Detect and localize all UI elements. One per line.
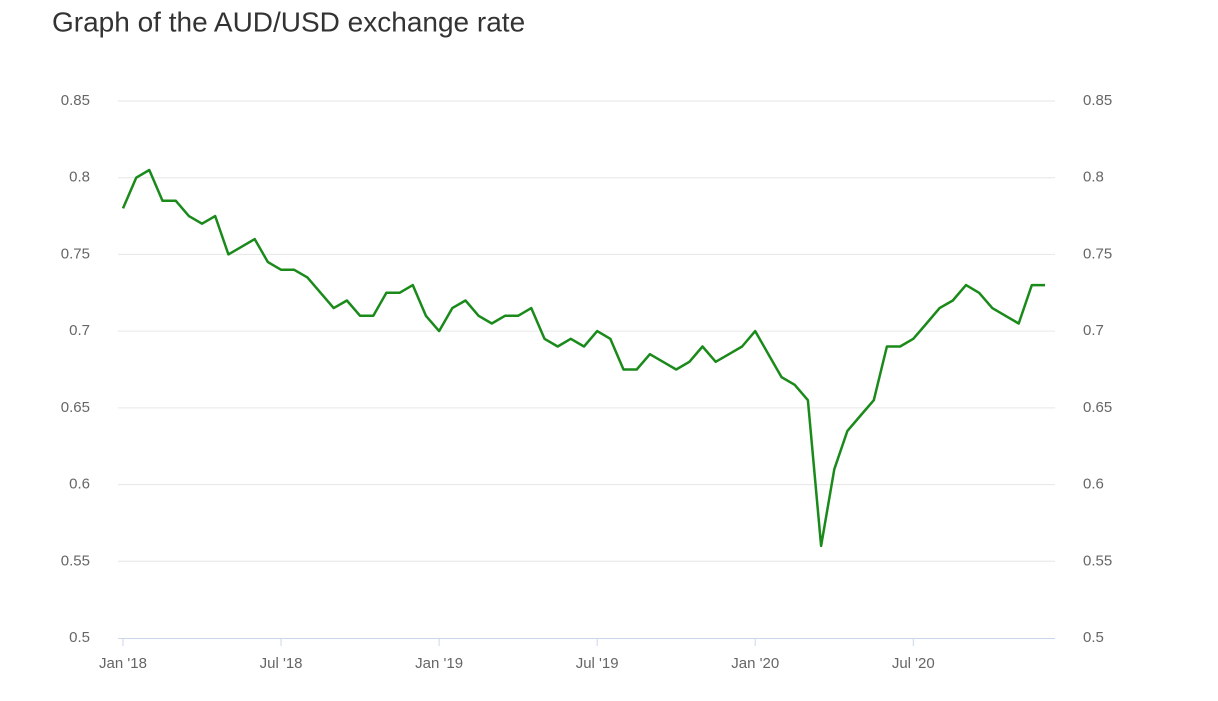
- y2-tick-label: 0.65: [1083, 399, 1112, 416]
- data-line: [121, 168, 1045, 548]
- x-tick-label: Jul '20: [892, 655, 935, 672]
- y2-tick-label: 0.85: [1083, 92, 1112, 109]
- y2-tick-label: 0.8: [1083, 169, 1104, 186]
- x-tick-label: Jul '18: [260, 655, 303, 672]
- y-tick-label: 0.65: [61, 399, 90, 416]
- y-tick-label: 0.55: [61, 552, 90, 569]
- y-tick-label: 0.75: [61, 245, 90, 262]
- y2-tick-label: 0.6: [1083, 476, 1104, 493]
- y2-tick-label: 0.5: [1083, 629, 1104, 646]
- y-tick-label: 0.6: [69, 476, 90, 493]
- y-tick-label: 0.7: [69, 322, 90, 339]
- y-tick-label: 0.8: [69, 169, 90, 186]
- y2-tick-label: 0.75: [1083, 245, 1112, 262]
- y-tick-label: 0.85: [61, 92, 90, 109]
- x-tick-label: Jan '20: [731, 655, 779, 672]
- x-tick-label: Jan '18: [99, 655, 147, 672]
- chart-title: Graph of the AUD/USD exchange rate: [52, 6, 525, 37]
- y-tick-label: 0.5: [69, 629, 90, 646]
- y2-tick-label: 0.55: [1083, 552, 1112, 569]
- y2-tick-label: 0.7: [1083, 322, 1104, 339]
- x-tick-label: Jul '19: [576, 655, 619, 672]
- x-tick-label: Jan '19: [415, 655, 463, 672]
